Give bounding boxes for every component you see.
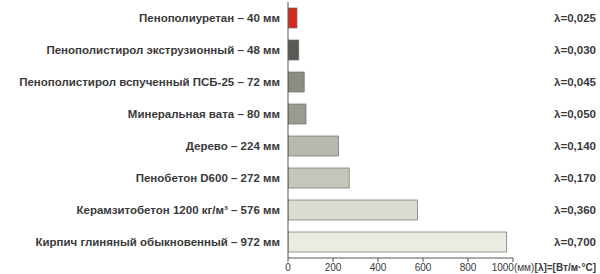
bar	[288, 136, 338, 156]
bar	[288, 40, 299, 60]
chart: Пенополиуретан – 40 мм λ=0,025 Пенополисти…	[0, 0, 600, 274]
lambda-label: λ=0,360	[554, 204, 596, 216]
lambda-label: λ=0,025	[554, 12, 596, 24]
category-label: Пенобетон D600 – 272 мм	[136, 172, 280, 184]
category-label: Дерево – 224 мм	[186, 140, 280, 152]
category-label: Минеральная вата – 80 мм	[128, 108, 280, 120]
category-label: Кирпич глиняный обыкновенный – 972 мм	[35, 236, 280, 248]
lambda-label: λ=0,030	[554, 44, 596, 56]
x-tick-label: 200	[325, 262, 342, 273]
category-label: Керамзитобетон 1200 кг/м³ – 576 мм	[76, 204, 280, 216]
x-tick-label: 0	[285, 262, 291, 273]
bar	[288, 104, 306, 124]
lambda-label: λ=0,140	[554, 140, 596, 152]
bar	[288, 72, 304, 92]
bar	[288, 200, 418, 220]
y-axis-line	[288, 2, 289, 258]
x-tick-label: 1000(мм)	[492, 262, 535, 273]
lambda-label: λ=0,050	[554, 108, 596, 120]
lambda-label: λ=0,170	[554, 172, 596, 184]
lambda-label: λ=0,045	[554, 76, 596, 88]
lambda-label: λ=0,700	[554, 236, 596, 248]
category-label: Пенополистирол экструзионный – 48 мм	[46, 44, 280, 56]
bar	[288, 232, 507, 252]
x-tick-label: 400	[370, 262, 387, 273]
bars	[288, 8, 507, 252]
x-axis-line	[288, 258, 513, 259]
category-label: Пенополиуретан – 40 мм	[139, 12, 280, 24]
x-tick-label: 800	[460, 262, 477, 273]
x-tick-label: 600	[415, 262, 432, 273]
unit-note: [λ]=[Вт/м·°С]	[535, 262, 596, 273]
bar	[288, 8, 297, 28]
category-label: Пенополистирол вспученный ПСБ-25 – 72 мм	[19, 76, 280, 88]
bar	[288, 168, 349, 188]
